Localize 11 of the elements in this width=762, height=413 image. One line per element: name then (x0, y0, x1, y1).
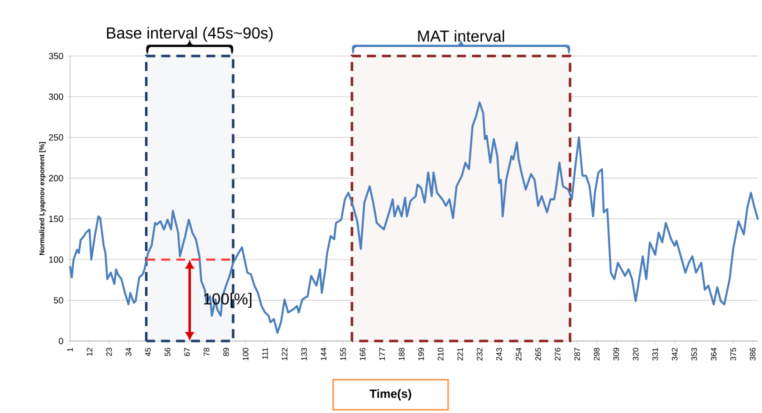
y-tick-label: 50 (54, 297, 64, 304)
y-tick-label: 300 (48, 94, 64, 100)
x-axis-title: Time(s) (370, 389, 412, 400)
y-tick-label: 0 (58, 338, 64, 344)
y-tick-label: 200 (48, 174, 64, 182)
y-tick-label: 350 (48, 52, 64, 60)
y-tick-label: 250 (48, 134, 64, 141)
y-tick-label: 150 (49, 216, 64, 222)
band-label: Base interval (45s~90s) (107, 26, 273, 42)
band-label: MAT interval (418, 30, 504, 42)
y-tick-label: 100 (49, 256, 64, 263)
